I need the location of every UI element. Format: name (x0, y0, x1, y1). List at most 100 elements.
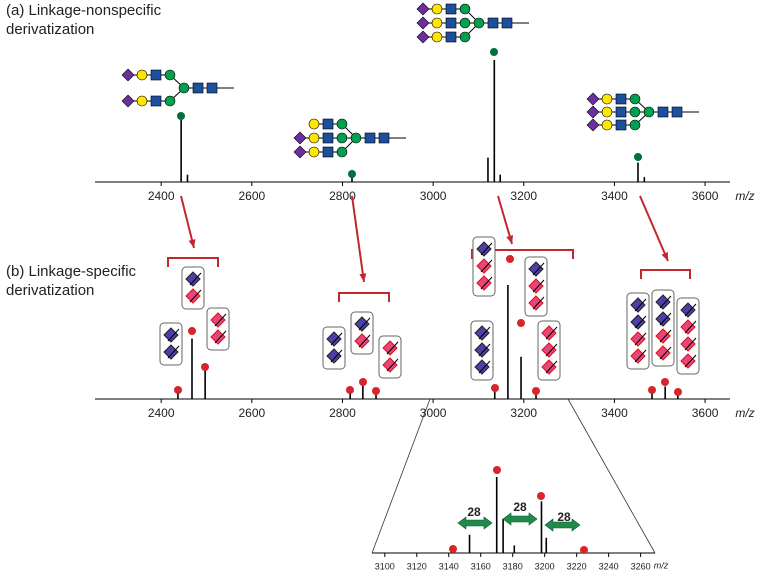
x-tick-label: 3400 (601, 406, 628, 420)
x-tick-label: 3140 (439, 561, 459, 571)
linkage-slash (684, 337, 697, 351)
glycan-circle (136, 95, 148, 107)
green-double-arrow (544, 518, 581, 532)
linkage-slash (545, 343, 558, 357)
marker-dot (580, 546, 588, 554)
x-tick-label: 3220 (567, 561, 587, 571)
glycan-diamond (293, 145, 307, 159)
x-tick-label: 3120 (407, 561, 427, 571)
marker-dot (372, 387, 380, 395)
callout-box (651, 289, 675, 367)
linkage-slash (214, 330, 227, 344)
glycan-circle (336, 132, 348, 144)
linkage-slash (532, 296, 545, 310)
linkage-slash (167, 345, 180, 359)
glycan-circle (601, 119, 613, 131)
glycan-circle (164, 69, 176, 81)
green-double-arrow (457, 516, 493, 530)
red-bracket (471, 249, 574, 259)
mass-difference-label: 28 (513, 500, 527, 514)
linkage-slash (545, 326, 558, 340)
glycan-circle (629, 93, 641, 105)
glycan-square (445, 17, 457, 29)
marker-dot (174, 386, 182, 394)
marker-dot (490, 48, 498, 56)
marker-dot (491, 384, 499, 392)
marker-dot (359, 378, 367, 386)
glycan-square (322, 146, 334, 158)
red-arrowhead (506, 235, 514, 244)
red-arrowhead (661, 252, 668, 261)
linkage-slash (659, 346, 672, 360)
linkage-slash (330, 349, 343, 363)
linkage-slash (659, 312, 672, 326)
glycan-circle (336, 146, 348, 158)
glycan-circle (601, 93, 613, 105)
red-bracket (167, 257, 219, 267)
red-bracket (338, 292, 390, 302)
glycan-square (364, 132, 376, 144)
glycan-circle (643, 106, 655, 118)
x-tick-label: 3000 (420, 406, 447, 420)
glycan-diamond (416, 16, 430, 30)
x-tick-label: 3400 (601, 189, 628, 203)
linkage-slash (478, 326, 491, 340)
glycan-circle (629, 119, 641, 131)
glycan-circle (308, 132, 320, 144)
glycan-diamond (121, 68, 135, 82)
glycan-circle (164, 95, 176, 107)
marker-dot (648, 386, 656, 394)
x-tick-label: 3160 (471, 561, 491, 571)
callout-box (676, 297, 700, 375)
marker-dot (449, 545, 457, 553)
x-tick-label: 3200 (535, 561, 555, 571)
linkage-slash (634, 298, 647, 312)
glycan-square (615, 93, 627, 105)
linkage-slash (532, 262, 545, 276)
glycan-diamond (293, 131, 307, 145)
linkage-slash (684, 354, 697, 368)
marker-dot (346, 386, 354, 394)
x-tick-label: 3200 (510, 189, 537, 203)
marker-dot (201, 363, 209, 371)
red-arrow (351, 195, 365, 283)
linkage-slash (532, 279, 545, 293)
glycan-circle (459, 31, 471, 43)
glycan-square (671, 106, 683, 118)
x-tick-label: 3260 (631, 561, 651, 571)
glycan-circle (350, 132, 362, 144)
linkage-slash (189, 289, 202, 303)
linkage-slash (659, 329, 672, 343)
mass-difference-label: 28 (557, 510, 571, 524)
panel-a-title: (a) Linkage-nonspecific derivatization (6, 2, 162, 38)
x-tick-label: 3240 (599, 561, 619, 571)
glycan-square (206, 82, 218, 94)
linkage-slash (358, 334, 371, 348)
x-axis-label: m/z (654, 560, 669, 570)
glycan-circle (431, 31, 443, 43)
marker-dot (177, 112, 185, 120)
linkage-slash (634, 315, 647, 329)
x-tick-label: 2400 (148, 406, 175, 420)
red-arrow (497, 195, 513, 245)
marker-dot (188, 327, 196, 335)
glycan-diamond (416, 30, 430, 44)
panel-b-title: (b) Linkage-specific derivatization (6, 263, 137, 299)
glycan-square (192, 82, 204, 94)
red-arrowhead (188, 239, 196, 248)
linkage-slash (478, 343, 491, 357)
x-tick-label: 3200 (510, 406, 537, 420)
glycan-circle (336, 118, 348, 130)
glycan-square (150, 95, 162, 107)
marker-dot (661, 378, 669, 386)
glycan-circle (431, 17, 443, 29)
x-tick-label: 3000 (420, 189, 447, 203)
glycan-circle (629, 106, 641, 118)
linkage-slash (634, 332, 647, 346)
green-double-arrow (502, 512, 538, 526)
x-tick-label: 3600 (692, 406, 719, 420)
marker-dot (493, 466, 501, 474)
glycan-square (615, 119, 627, 131)
